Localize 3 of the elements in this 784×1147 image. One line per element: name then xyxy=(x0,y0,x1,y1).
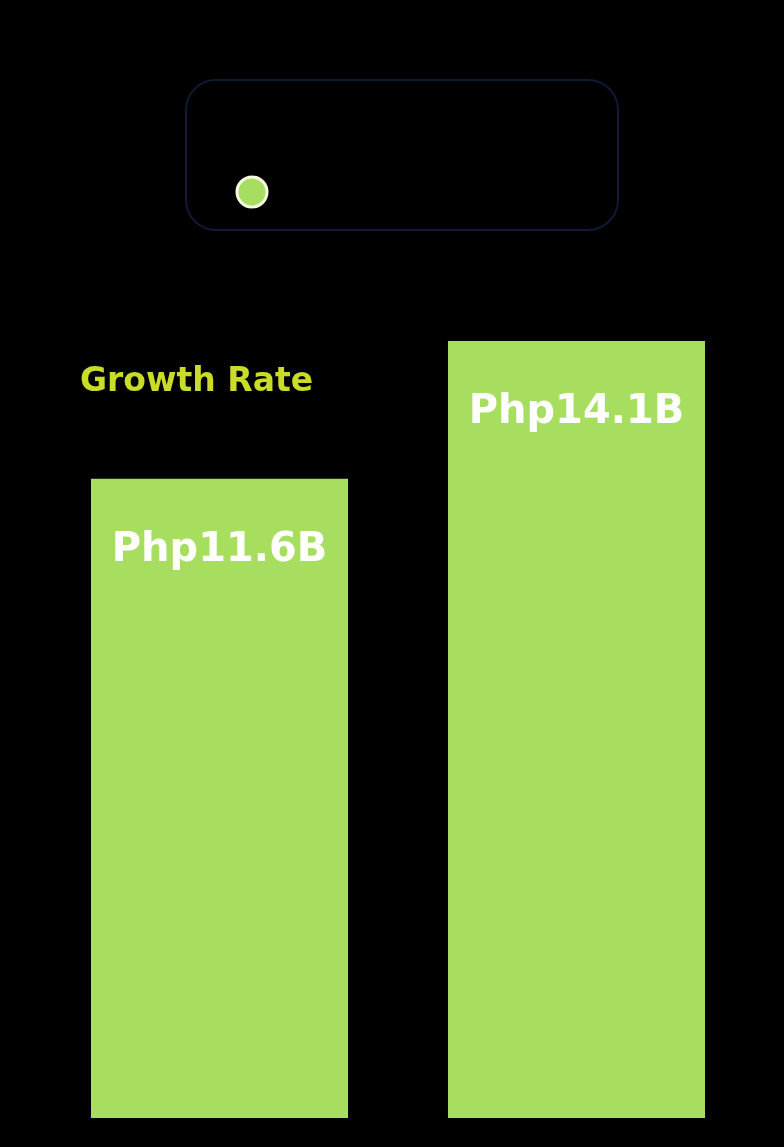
data-label: Php11.6B xyxy=(111,523,328,570)
data-label: Php14.1B xyxy=(468,386,685,432)
text: Growth Rate xyxy=(80,360,314,399)
